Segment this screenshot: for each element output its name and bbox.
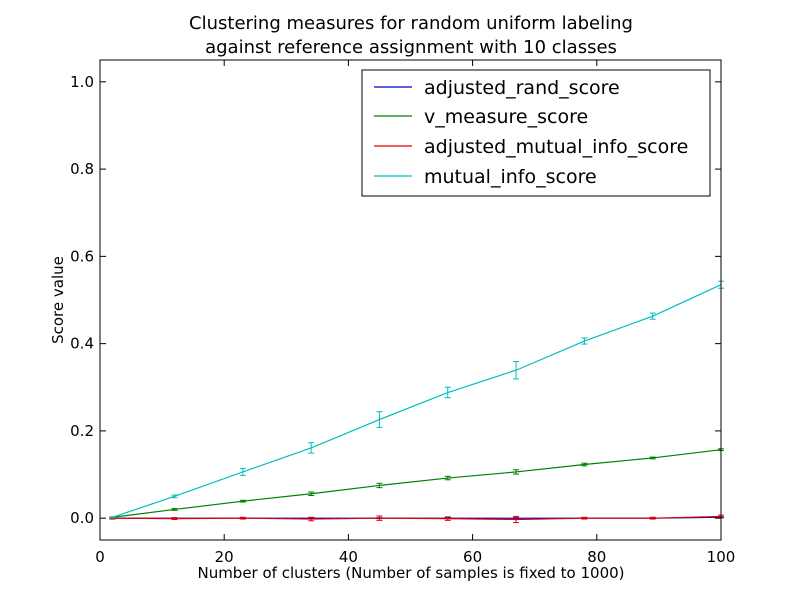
- error-bar: [376, 411, 383, 428]
- chart-title-line-1: Clustering measures for random uniform l…: [189, 13, 633, 34]
- error-bar: [171, 508, 178, 511]
- error-bar: [444, 516, 451, 521]
- x-tick-label: 20: [215, 548, 234, 566]
- error-bar: [513, 469, 520, 475]
- error-bar: [513, 515, 520, 524]
- error-bar: [444, 475, 451, 481]
- plot-area: [109, 280, 724, 524]
- y-axis-label: Score value: [49, 256, 67, 344]
- axis-ticks: 0 20 40 60 80 100 0.0 0.2 0.4 0.6 0.8 1.0: [70, 60, 735, 566]
- series-adjusted-mutual-info-score: [109, 514, 724, 524]
- error-bar: [649, 516, 656, 520]
- error-bar: [581, 516, 588, 520]
- error-bar: [239, 516, 246, 520]
- series-line: [112, 515, 722, 521]
- y-tick-label: 0.0: [70, 509, 94, 527]
- x-axis-label: Number of clusters (Number of samples is…: [197, 564, 624, 582]
- error-bar: [581, 462, 588, 467]
- x-tick-label: 80: [587, 548, 606, 566]
- legend: adjusted_rand_score v_measure_scoreadjust…: [361, 69, 711, 197]
- y-tick-label: 1.0: [70, 73, 94, 91]
- error-bar: [513, 361, 520, 380]
- x-tick-label: 100: [707, 548, 736, 566]
- x-tick-label: 0: [95, 548, 105, 566]
- error-bar: [239, 467, 246, 476]
- legend-item: adjusted_mutual_info_score: [374, 136, 688, 158]
- legend-item: v_measure_score: [374, 106, 588, 128]
- legend-box: [361, 69, 711, 197]
- error-bar: [171, 517, 178, 520]
- legend-label: adjusted_mutual_info_score: [424, 136, 688, 158]
- y-tick-label: 0.6: [70, 247, 94, 265]
- legend-label: mutual_info_score: [424, 166, 597, 188]
- error-bar: [109, 516, 116, 519]
- error-bar: [649, 456, 656, 460]
- x-tick-label: 40: [339, 548, 358, 566]
- legend-item: adjusted_rand_score: [374, 77, 620, 99]
- legend-item: mutual_info_score: [374, 166, 597, 188]
- error-bar: [171, 494, 178, 499]
- series-line: [112, 449, 722, 518]
- error-bar: [239, 499, 246, 503]
- y-tick-label: 0.4: [70, 335, 94, 353]
- error-bar: [376, 515, 383, 521]
- error-bar: [308, 491, 315, 496]
- error-bar: [308, 516, 315, 522]
- axes-frame: [99, 59, 722, 541]
- y-tick-label: 0.8: [70, 160, 94, 178]
- chart-title-line-2: against reference assignment with 10 cla…: [205, 37, 617, 58]
- error-bar: [376, 482, 383, 489]
- error-bar: [649, 312, 656, 320]
- legend-label: v_measure_score: [424, 106, 588, 128]
- series-mutual-info-score: [109, 280, 724, 519]
- series-line: [112, 284, 722, 518]
- error-bar: [444, 386, 451, 399]
- error-bar: [581, 337, 588, 345]
- error-bar: [308, 442, 315, 454]
- x-tick-label: 60: [463, 548, 482, 566]
- y-tick-label: 0.2: [70, 422, 94, 440]
- legend-label: adjusted_rand_score: [424, 77, 620, 99]
